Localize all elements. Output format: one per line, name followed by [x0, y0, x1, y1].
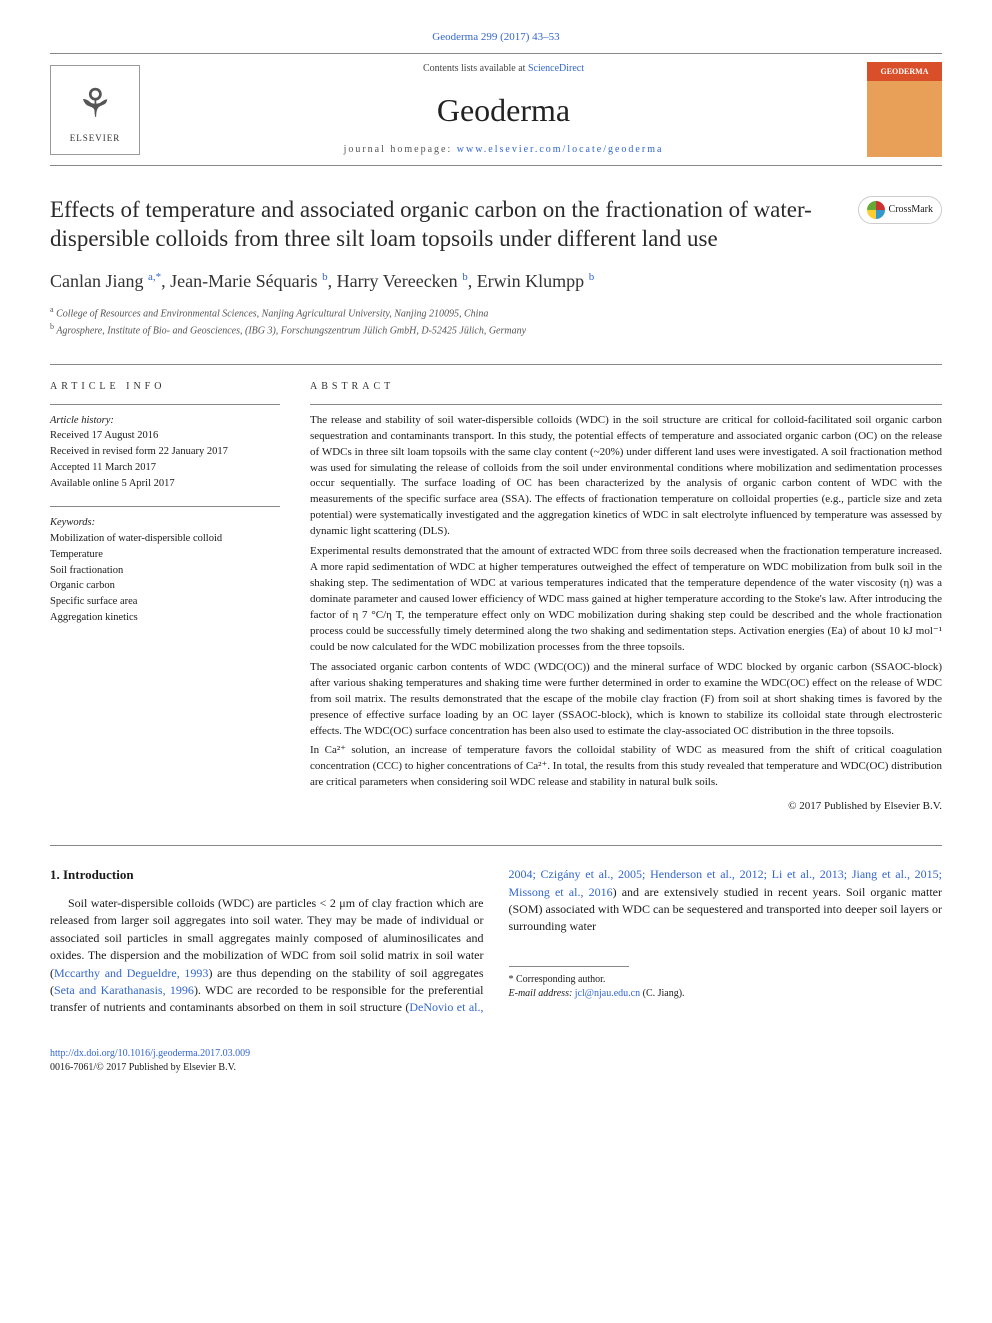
abstract-p1: The release and stability of soil water-… [310, 413, 942, 541]
abstract-column: ABSTRACT The release and stability of so… [310, 380, 942, 816]
article-info-label: ARTICLE INFO [50, 380, 280, 394]
homepage-link[interactable]: www.elsevier.com/locate/geoderma [457, 144, 664, 155]
affiliation-a: a College of Resources and Environmental… [50, 304, 942, 321]
homepage-prefix: journal homepage: [344, 144, 457, 155]
issn-copyright: 0016-7061/© 2017 Published by Elsevier B… [50, 1061, 942, 1075]
doi-link[interactable]: http://dx.doi.org/10.1016/j.geoderma.201… [50, 1048, 250, 1059]
history-received: Received 17 August 2016 [50, 428, 280, 444]
section-divider [50, 845, 942, 846]
keyword-item: Organic carbon [50, 578, 280, 594]
corr-email-line: E-mail address: jcl@njau.edu.cn (C. Jian… [509, 987, 943, 1001]
contents-line: Contents lists available at ScienceDirec… [140, 62, 867, 76]
abstract-label: ABSTRACT [310, 380, 942, 394]
history-revised: Received in revised form 22 January 2017 [50, 444, 280, 460]
keyword-item: Mobilization of water-dispersible colloi… [50, 531, 280, 547]
keywords-block: Keywords: Mobilization of water-dispersi… [50, 506, 280, 625]
keywords-label: Keywords: [50, 515, 280, 531]
ref-link[interactable]: Mccarthy and Degueldre, 1993 [54, 966, 208, 980]
journal-name: Geoderma [140, 88, 867, 133]
corresponding-footnote: * Corresponding author. E-mail address: … [509, 973, 943, 1001]
elsevier-logo: ⚘ ELSEVIER [50, 65, 140, 155]
email-suffix: (C. Jiang). [640, 988, 684, 999]
banner-center: Contents lists available at ScienceDirec… [140, 62, 867, 157]
sciencedirect-link[interactable]: ScienceDirect [528, 63, 584, 74]
elsevier-text: ELSEVIER [70, 132, 121, 145]
corr-author-label: * Corresponding author. [509, 973, 943, 987]
email-label: E-mail address: [509, 988, 575, 999]
footnote-separator [509, 966, 629, 967]
history-accepted: Accepted 11 March 2017 [50, 460, 280, 476]
journal-banner: ⚘ ELSEVIER Contents lists available at S… [50, 53, 942, 166]
abstract-copyright: © 2017 Published by Elsevier B.V. [310, 799, 942, 815]
ref-link[interactable]: Seta and Karathanasis, 1996 [54, 983, 194, 997]
keyword-item: Temperature [50, 547, 280, 563]
journal-cover-thumbnail: GEODERMA [867, 62, 942, 157]
history-label: Article history: [50, 413, 280, 429]
keyword-item: Aggregation kinetics [50, 610, 280, 626]
abstract-text: The release and stability of soil water-… [310, 404, 942, 816]
abstract-p2: Experimental results demonstrated that t… [310, 544, 942, 656]
info-abstract-row: ARTICLE INFO Article history: Received 1… [50, 364, 942, 816]
footer-block: http://dx.doi.org/10.1016/j.geoderma.201… [50, 1047, 942, 1075]
intro-heading: 1. Introduction [50, 866, 484, 885]
body-columns: 1. Introduction Soil water-dispersible c… [50, 866, 942, 1017]
homepage-line: journal homepage: www.elsevier.com/locat… [140, 143, 867, 157]
cover-title: GEODERMA [881, 66, 929, 77]
crossmark-label: CrossMark [889, 203, 933, 217]
affiliations: a College of Resources and Environmental… [50, 304, 942, 339]
crossmark-icon [867, 201, 885, 219]
abstract-p4: In Ca²⁺ solution, an increase of tempera… [310, 743, 942, 791]
keywords-list: Mobilization of water-dispersible colloi… [50, 531, 280, 626]
article-title: Effects of temperature and associated or… [50, 196, 843, 254]
affiliation-a-text: College of Resources and Environmental S… [56, 308, 488, 319]
authors-line: Canlan Jiang a,*, Jean-Marie Séquaris b,… [50, 269, 942, 294]
corr-email-link[interactable]: jcl@njau.edu.cn [575, 988, 640, 999]
contents-prefix: Contents lists available at [423, 63, 528, 74]
citation-header: Geoderma 299 (2017) 43–53 [50, 30, 942, 45]
affiliation-b-text: Agrosphere, Institute of Bio- and Geosci… [56, 326, 526, 337]
elsevier-tree-icon: ⚘ [77, 76, 113, 132]
article-info-column: ARTICLE INFO Article history: Received 1… [50, 380, 280, 816]
article-history: Article history: Received 17 August 2016… [50, 404, 280, 492]
title-row: Effects of temperature and associated or… [50, 196, 942, 254]
affiliation-b: b Agrosphere, Institute of Bio- and Geos… [50, 321, 942, 338]
history-online: Available online 5 April 2017 [50, 476, 280, 492]
abstract-p3: The associated organic carbon contents o… [310, 660, 942, 740]
keyword-item: Soil fractionation [50, 563, 280, 579]
crossmark-badge[interactable]: CrossMark [858, 196, 942, 224]
keyword-item: Specific surface area [50, 594, 280, 610]
